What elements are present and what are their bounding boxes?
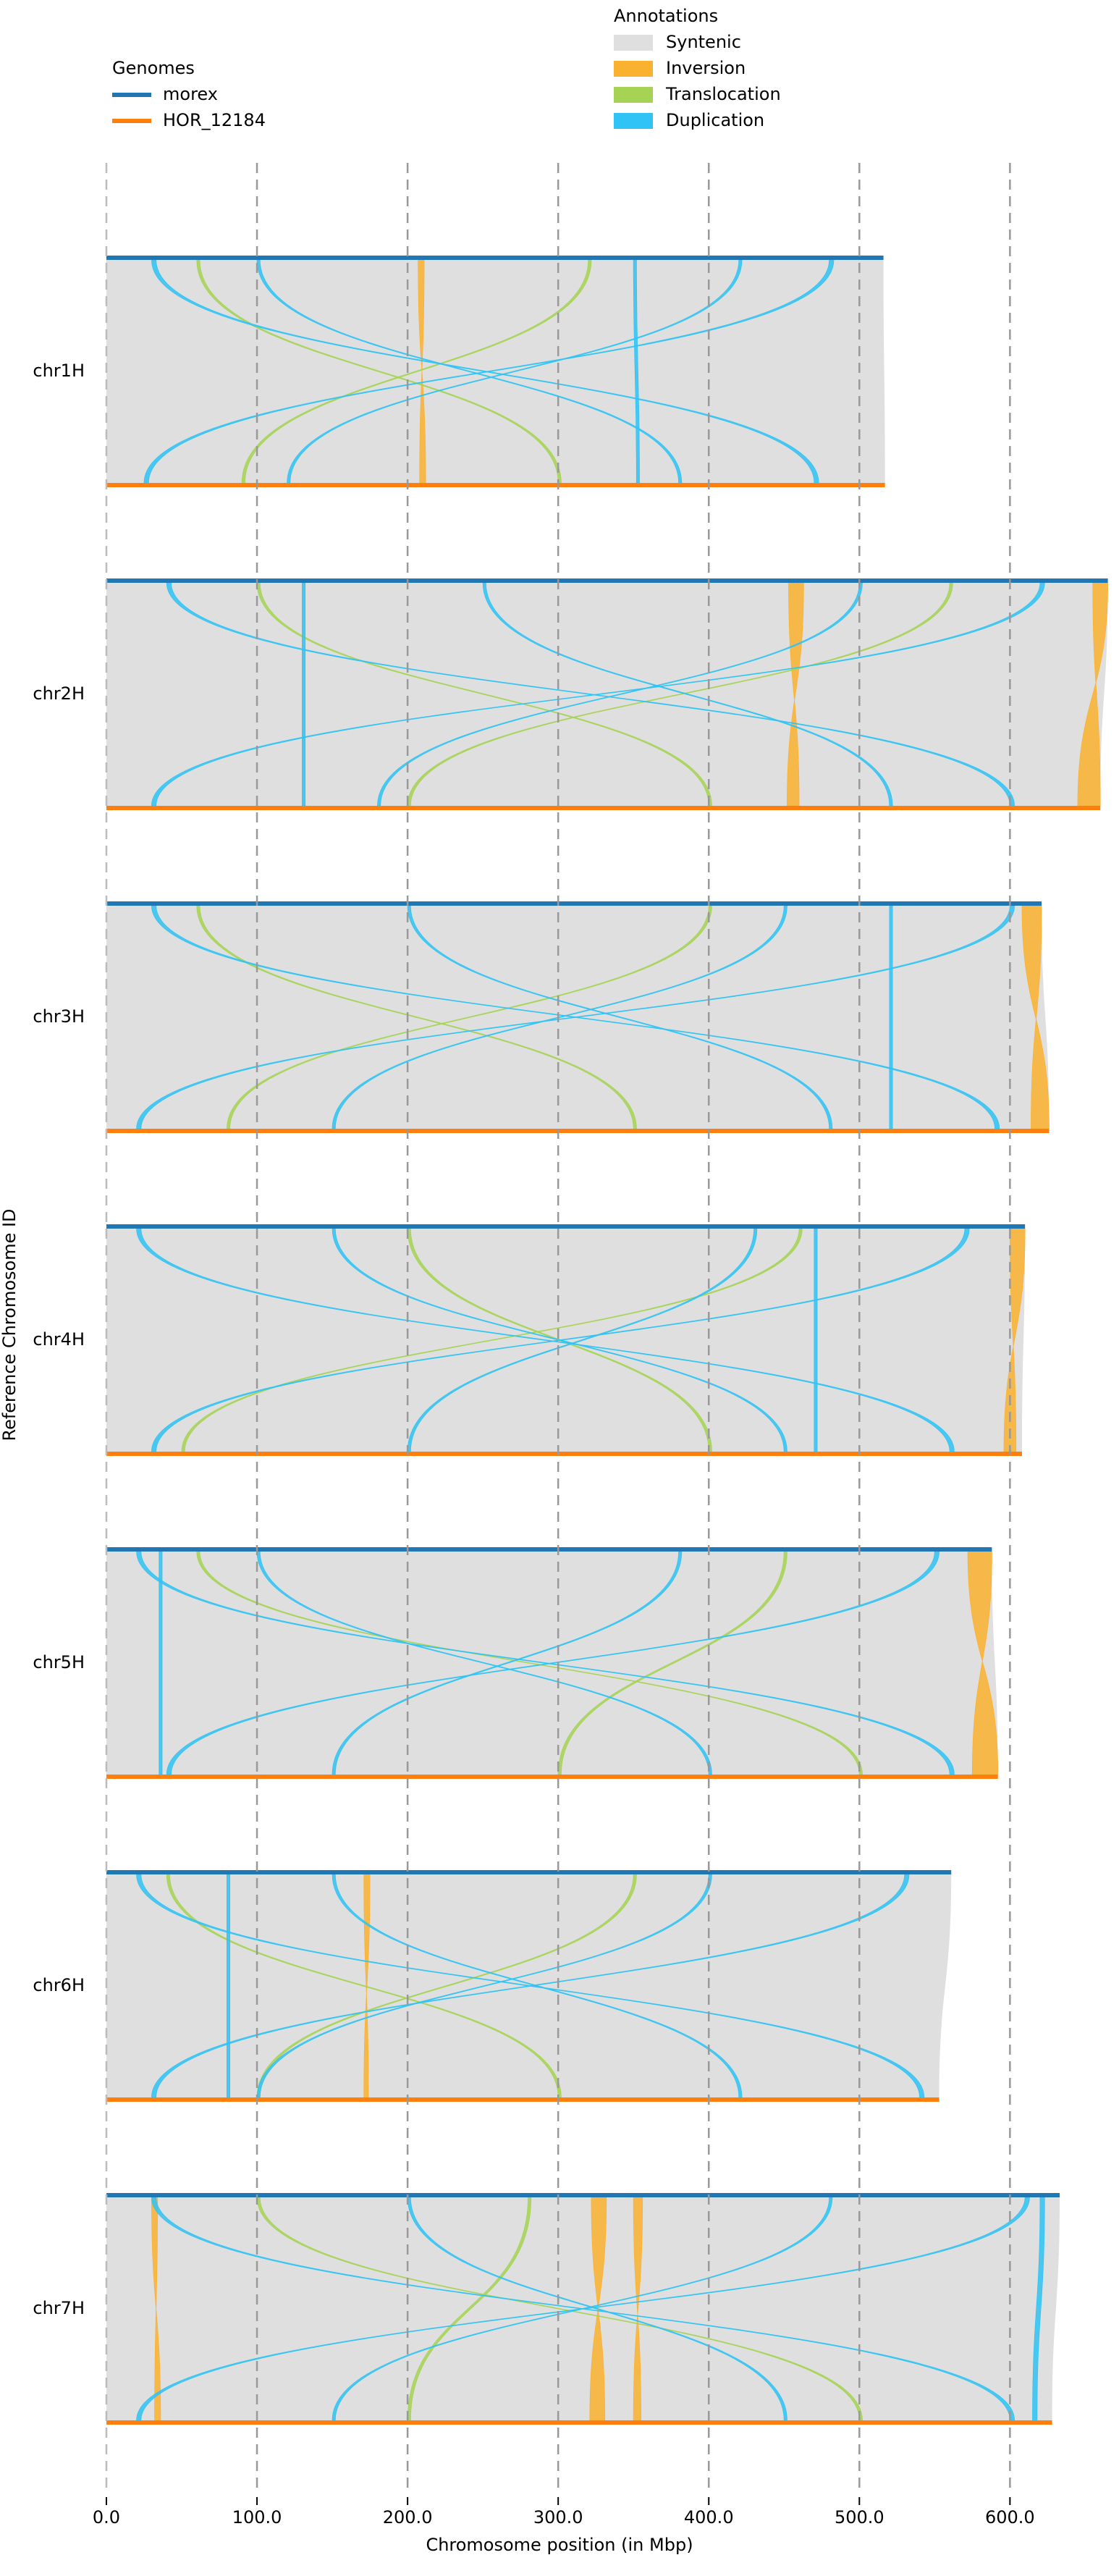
legend-swatch [614, 61, 653, 77]
annotation-1 [1077, 582, 1109, 807]
x-tick-label: 100.0 [232, 2507, 282, 2527]
chromosome-label: chr6H [33, 1975, 85, 1995]
annotation-3 [302, 582, 306, 807]
legend-label: Inversion [666, 58, 746, 78]
chromosome-label: chr1H [33, 361, 85, 381]
grid [105, 163, 1011, 2488]
x-tick-label: 500.0 [835, 2507, 884, 2527]
legend-swatch [614, 87, 653, 103]
x-tick-label: 400.0 [684, 2507, 734, 2527]
legend-label: HOR_12184 [163, 110, 266, 130]
annotation-3 [159, 1551, 163, 1775]
chromosome-lines [106, 256, 1108, 2425]
annotation-3 [227, 1874, 231, 2098]
legend-swatch [614, 35, 653, 51]
annotations-legend-title: Annotations [614, 6, 718, 26]
x-tick-label: 0.0 [93, 2507, 120, 2527]
x-tick-label: 300.0 [533, 2507, 583, 2527]
chromosome-label: chr4H [33, 1329, 85, 1350]
chromosome-label: chr3H [33, 1006, 85, 1027]
annotation-0 [106, 583, 1108, 806]
legend-label: Duplication [666, 110, 764, 130]
annotation-3 [814, 1228, 818, 1452]
x-tick-label: 600.0 [985, 2507, 1035, 2527]
genomes-legend-title: Genomes [112, 58, 195, 78]
legend-label: morex [163, 84, 218, 104]
x-tick-label: 200.0 [383, 2507, 433, 2527]
chromosome-label: chr7H [33, 2298, 85, 2318]
legend-label: Translocation [665, 84, 781, 104]
legend-swatch [614, 113, 653, 129]
annotation-1 [787, 582, 804, 807]
y-axis-label: Reference Chromosome ID [0, 1208, 20, 1441]
annotation-0 [106, 260, 885, 483]
bands [106, 259, 1109, 2421]
chromosome-label: chr2H [33, 683, 85, 704]
annotation-3 [889, 905, 893, 1129]
annotation-0 [106, 1229, 1026, 1452]
chromosome-label: chr5H [33, 1652, 85, 1672]
x-axis-label: Chromosome position (in Mbp) [426, 2535, 693, 2555]
legend-label: Syntenic [666, 32, 741, 52]
